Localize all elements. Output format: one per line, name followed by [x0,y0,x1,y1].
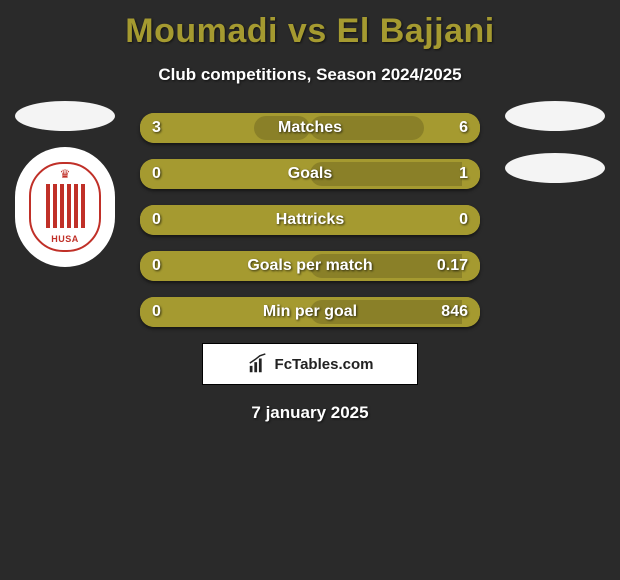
crown-icon: ♛ [60,168,71,180]
footer-brand-box: FcTables.com [202,343,418,385]
stat-label: Goals per match [140,257,480,275]
comparison-panel: ♛ HUSA 3Matches60Goals10Hattricks00Goals… [0,113,620,423]
subtitle: Club competitions, Season 2024/2025 [0,65,620,85]
stat-value-right: 1 [459,165,468,183]
stat-bar: 0Hattricks0 [140,205,480,235]
page-title: Moumadi vs El Bajjani [0,0,620,51]
stat-value-right: 846 [441,303,468,321]
club-stripes [46,184,85,228]
club-label: HUSA [51,234,79,244]
stat-value-right: 0 [459,211,468,229]
date-text: 7 january 2025 [0,403,620,423]
player-photo-placeholder-right-2 [505,153,605,183]
stat-label: Matches [140,119,480,137]
stat-label: Hattricks [140,211,480,229]
stat-label: Goals [140,165,480,183]
stat-value-right: 6 [459,119,468,137]
player-photo-placeholder-left [15,101,115,131]
club-badge-left: ♛ HUSA [15,147,115,267]
stat-bar: 0Goals per match0.17 [140,251,480,281]
chart-icon [247,353,269,375]
right-player-column [500,93,610,191]
left-player-column: ♛ HUSA [10,93,120,267]
stat-bar: 0Goals1 [140,159,480,189]
stat-bar: 0Min per goal846 [140,297,480,327]
stat-bar: 3Matches6 [140,113,480,143]
footer-brand-text: FcTables.com [275,356,374,373]
stats-bars: 3Matches60Goals10Hattricks00Goals per ma… [140,113,480,327]
stat-value-right: 0.17 [437,257,468,275]
player-photo-placeholder-right-1 [505,101,605,131]
stat-label: Min per goal [140,303,480,321]
